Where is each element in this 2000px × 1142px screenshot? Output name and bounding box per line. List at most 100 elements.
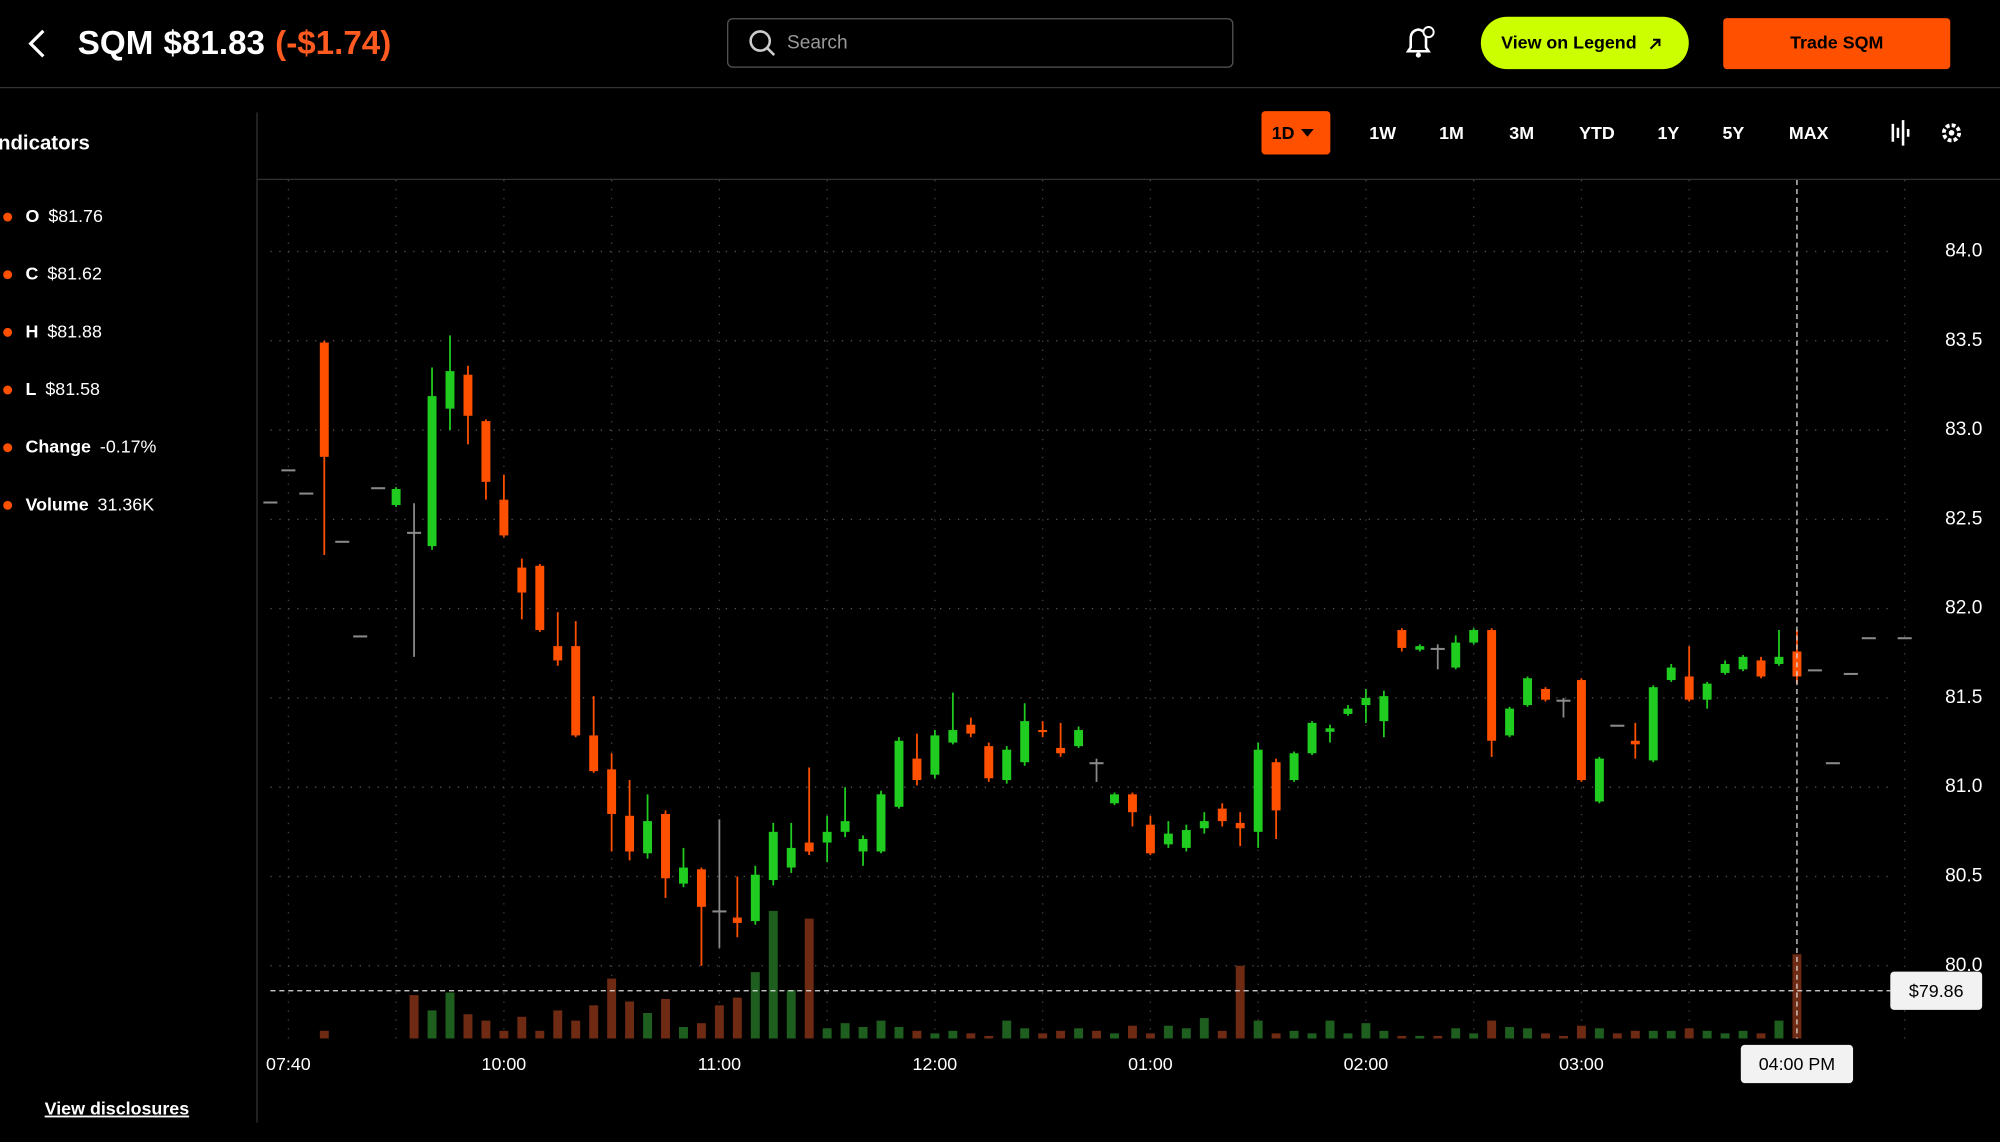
candle-body	[1271, 762, 1281, 811]
candle-body	[732, 917, 742, 923]
candle-body	[804, 842, 814, 852]
x-tick-label: 04:00 PM	[1759, 1054, 1835, 1074]
volume-bar	[1774, 1020, 1784, 1039]
volume-bar	[517, 1016, 527, 1039]
candle-body	[299, 492, 314, 495]
range-button[interactable]: 1W	[1369, 123, 1396, 143]
volume-bar	[1487, 1020, 1497, 1039]
range-button[interactable]: 3M	[1509, 123, 1534, 143]
y-tick-label: 81.5	[1945, 687, 1982, 708]
indicator-label: O	[26, 206, 40, 226]
chart-type-button[interactable]	[1891, 120, 1910, 146]
volume-bar	[1541, 1033, 1550, 1039]
volume-bar	[1576, 1025, 1586, 1039]
candle-body	[1505, 708, 1515, 736]
x-tick-label: 11:00	[698, 1054, 741, 1074]
volume-bar	[1325, 1020, 1335, 1039]
volume-bar	[463, 1014, 473, 1039]
disclosures-link[interactable]: View disclosures	[45, 1099, 190, 1119]
candle-body	[1110, 794, 1119, 804]
range-button[interactable]: 1M	[1439, 123, 1464, 143]
volume-bar	[768, 910, 778, 1039]
candle-body	[1576, 680, 1586, 781]
bell-plus	[1422, 26, 1435, 39]
indicator-value: $81.62	[47, 263, 102, 283]
alert-button[interactable]	[1405, 26, 1435, 58]
candle-body	[1002, 749, 1012, 781]
volume-bar	[571, 1020, 581, 1039]
trade-button[interactable]: Trade SQM	[1723, 18, 1951, 70]
dropdown-caret	[1301, 129, 1314, 137]
candle-body	[912, 758, 922, 781]
range-label: 1M	[1439, 123, 1464, 143]
search-field[interactable]	[727, 18, 1234, 68]
candle-body	[1020, 721, 1030, 763]
indicator-item: C $81.62	[26, 263, 102, 283]
volume-bar	[319, 1030, 329, 1039]
indicator-dot	[3, 270, 13, 280]
volume-bar	[1056, 1030, 1066, 1039]
volume-bar	[1630, 1030, 1640, 1039]
candle-body	[481, 421, 491, 482]
range-button[interactable]: 1D	[1261, 111, 1331, 155]
indicator-dot	[3, 443, 13, 453]
range-button[interactable]: 5Y	[1723, 123, 1745, 143]
volume-bar	[1217, 1030, 1227, 1039]
range-button[interactable]: MAX	[1789, 123, 1829, 143]
candle-body	[661, 813, 670, 879]
indicator-label: H	[26, 321, 39, 341]
trade-button-bg[interactable]	[1723, 18, 1951, 70]
x-tick-label: 10:00	[482, 1054, 527, 1074]
volume-bar	[1038, 1033, 1048, 1039]
candle-body	[1127, 794, 1137, 813]
volume-bar	[1379, 1030, 1389, 1039]
candle-body	[679, 867, 688, 884]
candle-body	[1325, 728, 1335, 732]
candle-body	[1181, 830, 1191, 848]
candle-body	[1523, 678, 1533, 706]
legend-button-bg[interactable]	[1480, 16, 1689, 70]
settings-button[interactable]	[1941, 123, 1962, 143]
volume-bar	[912, 1030, 922, 1039]
candle-body	[1556, 699, 1571, 702]
candle-body	[1253, 749, 1263, 832]
volume-bar	[445, 992, 455, 1039]
price-label: $79.86	[1909, 981, 1964, 1001]
range-button[interactable]: YTD	[1579, 123, 1615, 143]
volume-bar	[1361, 1023, 1371, 1039]
indicator-dot	[3, 327, 13, 337]
candle-body	[1145, 824, 1155, 854]
volume-bar	[1397, 1035, 1407, 1039]
candle-body	[696, 869, 706, 907]
candle-body	[335, 540, 350, 543]
legend-button[interactable]: View on Legend	[1480, 16, 1689, 70]
candle-body	[786, 847, 796, 868]
volume-bar	[1433, 1035, 1443, 1039]
volume-bar	[696, 1023, 706, 1039]
range-label: 3M	[1509, 123, 1534, 143]
back-button[interactable]	[28, 29, 45, 58]
range-label: 5Y	[1723, 123, 1745, 143]
range-button-active[interactable]	[1261, 111, 1331, 155]
volume-bar	[1505, 1026, 1515, 1039]
candle-body	[1594, 758, 1604, 802]
candle-body	[840, 821, 850, 832]
candle-body	[427, 396, 437, 547]
candle-body	[894, 740, 904, 807]
volume-bar	[589, 1005, 599, 1039]
candle-body	[822, 831, 832, 843]
price-label-box	[1890, 971, 1983, 1010]
search-box[interactable]: Search	[727, 18, 1234, 68]
search-placeholder: Search	[787, 33, 848, 54]
volume-bar	[876, 1020, 886, 1039]
indicator-list: O $81.76 C $81.62 H $81.88 L $81.58 Change -0.17%…	[3, 206, 157, 514]
candle-body	[1379, 696, 1389, 722]
volume-bar	[1594, 1028, 1604, 1039]
candle-body	[1451, 642, 1461, 668]
volume-bar	[786, 990, 796, 1039]
indicator-label: Volume	[26, 494, 89, 514]
range-button[interactable]: 1Y	[1657, 123, 1679, 143]
candle-body	[1756, 660, 1766, 677]
candle-body	[407, 531, 422, 534]
